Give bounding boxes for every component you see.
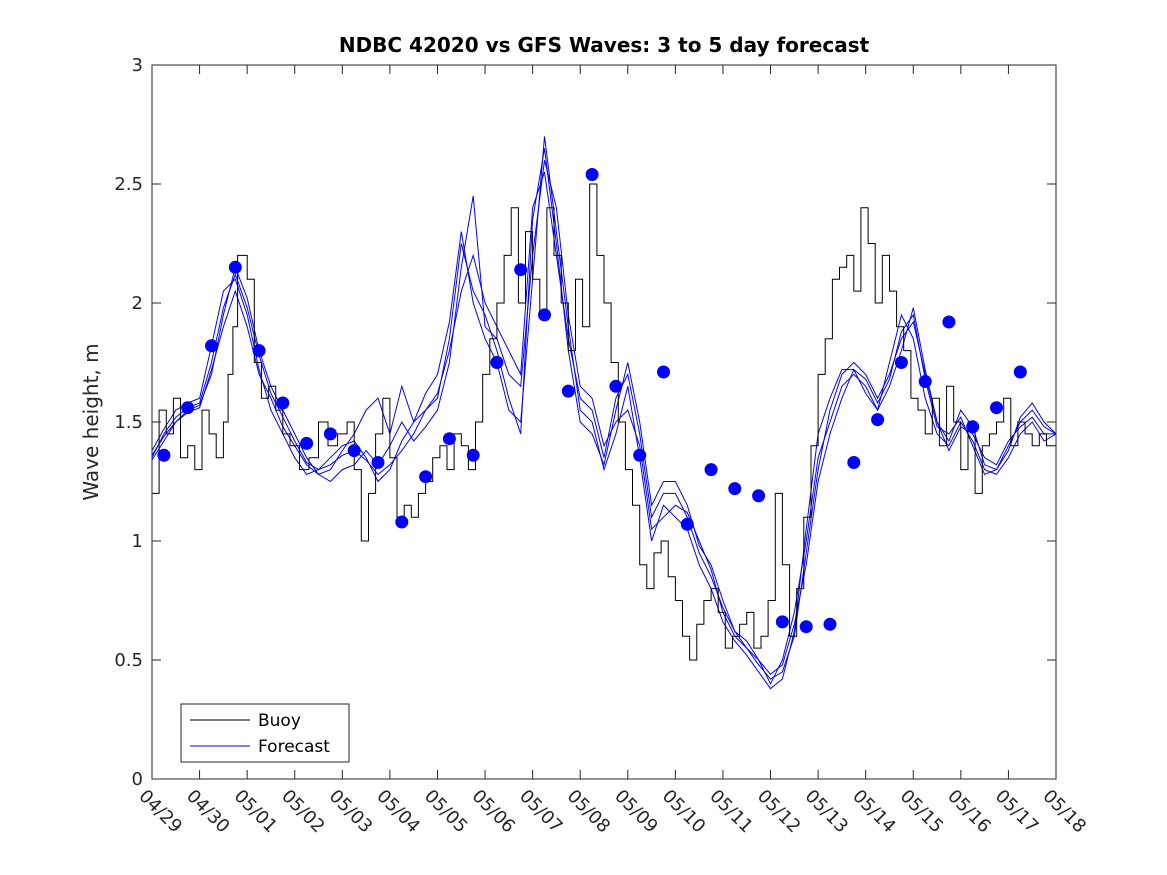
forecast-marker	[276, 396, 290, 410]
forecast-marker	[371, 456, 385, 469]
forecast-marker	[704, 463, 718, 477]
buoy-line	[152, 183, 1057, 661]
forecast-line-3	[151, 160, 1056, 685]
forecast-marker	[538, 308, 551, 322]
legend: Buoy Forecast	[180, 703, 350, 763]
forecast-marker	[918, 375, 932, 388]
y-tick-label: 0.5	[114, 650, 143, 671]
chart-title: NDBC 42020 vs GFS Waves: 3 to 5 day fore…	[339, 33, 870, 57]
forecast-marker	[942, 315, 956, 329]
forecast-marker	[419, 470, 433, 484]
y-axis-label: Wave height, m	[79, 343, 103, 500]
forecast-marker	[347, 444, 361, 458]
forecast-marker	[609, 379, 623, 393]
forecast-marker	[585, 168, 599, 181]
forecast-marker	[799, 620, 813, 634]
series-layer	[151, 136, 1057, 690]
forecast-marker	[228, 260, 242, 274]
legend-label-buoy: Buoy	[258, 711, 301, 731]
forecast-line-4	[151, 148, 1057, 675]
forecast-marker	[894, 356, 908, 369]
forecast-marker	[181, 401, 195, 415]
forecast-line-1	[151, 171, 1057, 680]
forecast-marker	[1013, 365, 1027, 379]
forecast-marker	[680, 517, 694, 531]
forecast-marker	[847, 456, 861, 469]
y-tick-label: 2.5	[114, 174, 143, 195]
legend-label-forecast: Forecast	[258, 737, 330, 757]
forecast-marker	[561, 384, 575, 398]
forecast-marker	[990, 401, 1003, 415]
forecast-marker	[395, 515, 409, 529]
forecast-marker	[871, 413, 885, 427]
forecast-marker	[728, 482, 742, 496]
y-tick-label: 0	[132, 769, 143, 790]
forecast-marker	[752, 489, 766, 503]
y-axis: 0 0.5 1 1.5 2 2.5 3	[114, 55, 1056, 790]
forecast-marker	[514, 263, 528, 277]
forecast-marker	[252, 344, 266, 358]
forecast-line-2	[151, 136, 1057, 690]
forecast-marker	[490, 356, 504, 369]
forecast-marker	[966, 420, 980, 434]
forecast-marker	[466, 448, 480, 462]
plot-area	[152, 65, 1056, 779]
y-tick-label: 1.5	[114, 412, 143, 433]
legend-box	[180, 703, 350, 763]
forecast-marker	[205, 339, 218, 353]
forecast-marker	[775, 615, 789, 629]
y-tick-label: 1	[132, 531, 143, 552]
forecast-marker	[300, 436, 314, 450]
forecast-marker	[657, 365, 670, 379]
forecast-marker	[323, 427, 337, 441]
forecast-marker	[633, 448, 647, 462]
forecast-marker	[442, 432, 456, 446]
forecast-marker	[823, 617, 837, 631]
y-tick-label: 2	[132, 293, 143, 314]
forecast-marker	[157, 448, 171, 462]
y-tick-label: 3	[132, 55, 143, 76]
